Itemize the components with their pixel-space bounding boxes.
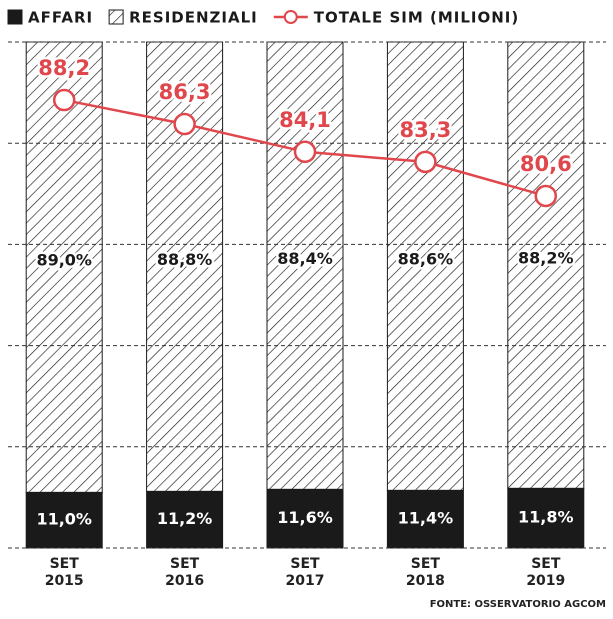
line-label: 88,2	[38, 56, 90, 80]
bar-segment	[507, 41, 585, 489]
legend-marker	[283, 10, 298, 24]
data-label: 88,2%	[518, 249, 574, 268]
x-tick-label: SET 2015	[44, 556, 84, 589]
bar-segment	[25, 41, 103, 493]
data-label: 11,4%	[398, 509, 454, 528]
line-marker	[173, 112, 196, 136]
data-label: 11,8%	[518, 508, 574, 527]
bar-segment	[386, 41, 464, 491]
data-label: 11,0%	[36, 510, 92, 529]
legend-label: RESIDENZIALI	[129, 9, 258, 27]
bar-segment	[266, 41, 344, 490]
x-tick-label: SET 2017	[285, 556, 325, 589]
legend-label: AFFARI	[28, 9, 93, 27]
data-label: 88,6%	[398, 250, 454, 269]
line-marker	[293, 140, 317, 164]
line-label: 84,1	[279, 108, 331, 132]
legend-swatch	[108, 9, 124, 25]
line-marker	[534, 184, 558, 208]
legend-swatch	[7, 9, 23, 25]
bar-segment	[266, 488, 344, 549]
line-marker	[414, 150, 437, 174]
line-marker	[52, 88, 76, 112]
data-label: 88,4%	[277, 249, 333, 268]
bar-segment	[507, 487, 585, 549]
x-tick-label: SET 2019	[526, 556, 566, 589]
data-label: 89,0%	[36, 251, 92, 270]
line-label: 86,3	[159, 80, 211, 104]
legend-label: TOTALE SIM (MILIONI)	[314, 9, 519, 27]
data-label: 11,6%	[277, 508, 333, 527]
line-label: 83,3	[399, 118, 451, 142]
bar-segment	[386, 489, 464, 549]
data-label: 11,2%	[157, 509, 213, 528]
data-label: 88,8%	[157, 250, 213, 269]
line-label: 80,6	[520, 152, 572, 176]
source: FONTE: OSSERVATORIO AGCOM	[430, 599, 606, 610]
x-tick-label: SET 2018	[405, 556, 445, 589]
x-tick-label: SET 2016	[165, 556, 205, 589]
